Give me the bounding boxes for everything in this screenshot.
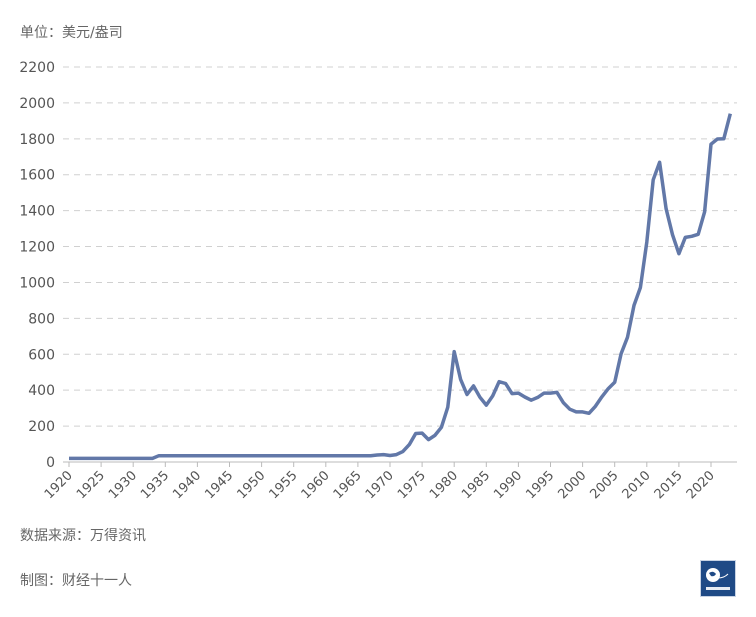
credit-label: 制图：财经十一人 [20, 573, 132, 589]
x-tick-label: 1925 [74, 468, 108, 502]
y-tick-label: 2200 [19, 60, 55, 76]
y-tick-label: 200 [28, 419, 55, 435]
x-tick-label: 2010 [620, 468, 654, 502]
x-tick-label: 2005 [588, 468, 622, 502]
source-label: 数据来源：万得资讯 [20, 528, 146, 544]
x-tick-label: 1930 [106, 468, 140, 502]
line-chart: 0 200 400 600 800 1000 1200 1400 1600 1800 2000 220… [19, 60, 737, 502]
x-tick-label: 2020 [684, 468, 718, 502]
x-tick-label: 1975 [395, 468, 429, 502]
y-tick-label: 1000 [19, 275, 55, 291]
x-tick-label: 1990 [491, 468, 525, 502]
y-tick-label: 1800 [19, 132, 55, 148]
y-tick-label: 1400 [19, 204, 55, 220]
y-tick-label: 600 [28, 347, 55, 363]
x-tick-label: 2000 [555, 468, 589, 502]
y-tick-label: 0 [46, 455, 55, 471]
x-tick-label: 1970 [363, 468, 397, 502]
x-tick-label: 1940 [170, 468, 204, 502]
y-tick-label: 1600 [19, 168, 55, 184]
gold-price-line [69, 113, 732, 461]
x-tick-label: 1950 [234, 468, 268, 502]
x-tick-label: 1995 [523, 468, 557, 502]
y-tick-label: 400 [28, 383, 55, 399]
x-tick-label: 1945 [202, 468, 236, 502]
y-tick-label: 2000 [19, 96, 55, 112]
unit-label: 单位：美元/盎司 [20, 25, 123, 41]
x-tick-label: 1920 [42, 468, 76, 502]
y-tick-label: 1200 [19, 240, 55, 256]
x-tick-label: 1985 [459, 468, 493, 502]
x-tick-label: 1955 [267, 468, 301, 502]
y-tick-label: 800 [28, 311, 55, 327]
x-tick-label: 2015 [652, 468, 686, 502]
x-tick-label: 1935 [138, 468, 172, 502]
x-tick-label: 1980 [427, 468, 461, 502]
x-tick-label: 1960 [299, 468, 333, 502]
x-tick-label: 1965 [331, 468, 365, 502]
brand-logo [700, 560, 736, 597]
